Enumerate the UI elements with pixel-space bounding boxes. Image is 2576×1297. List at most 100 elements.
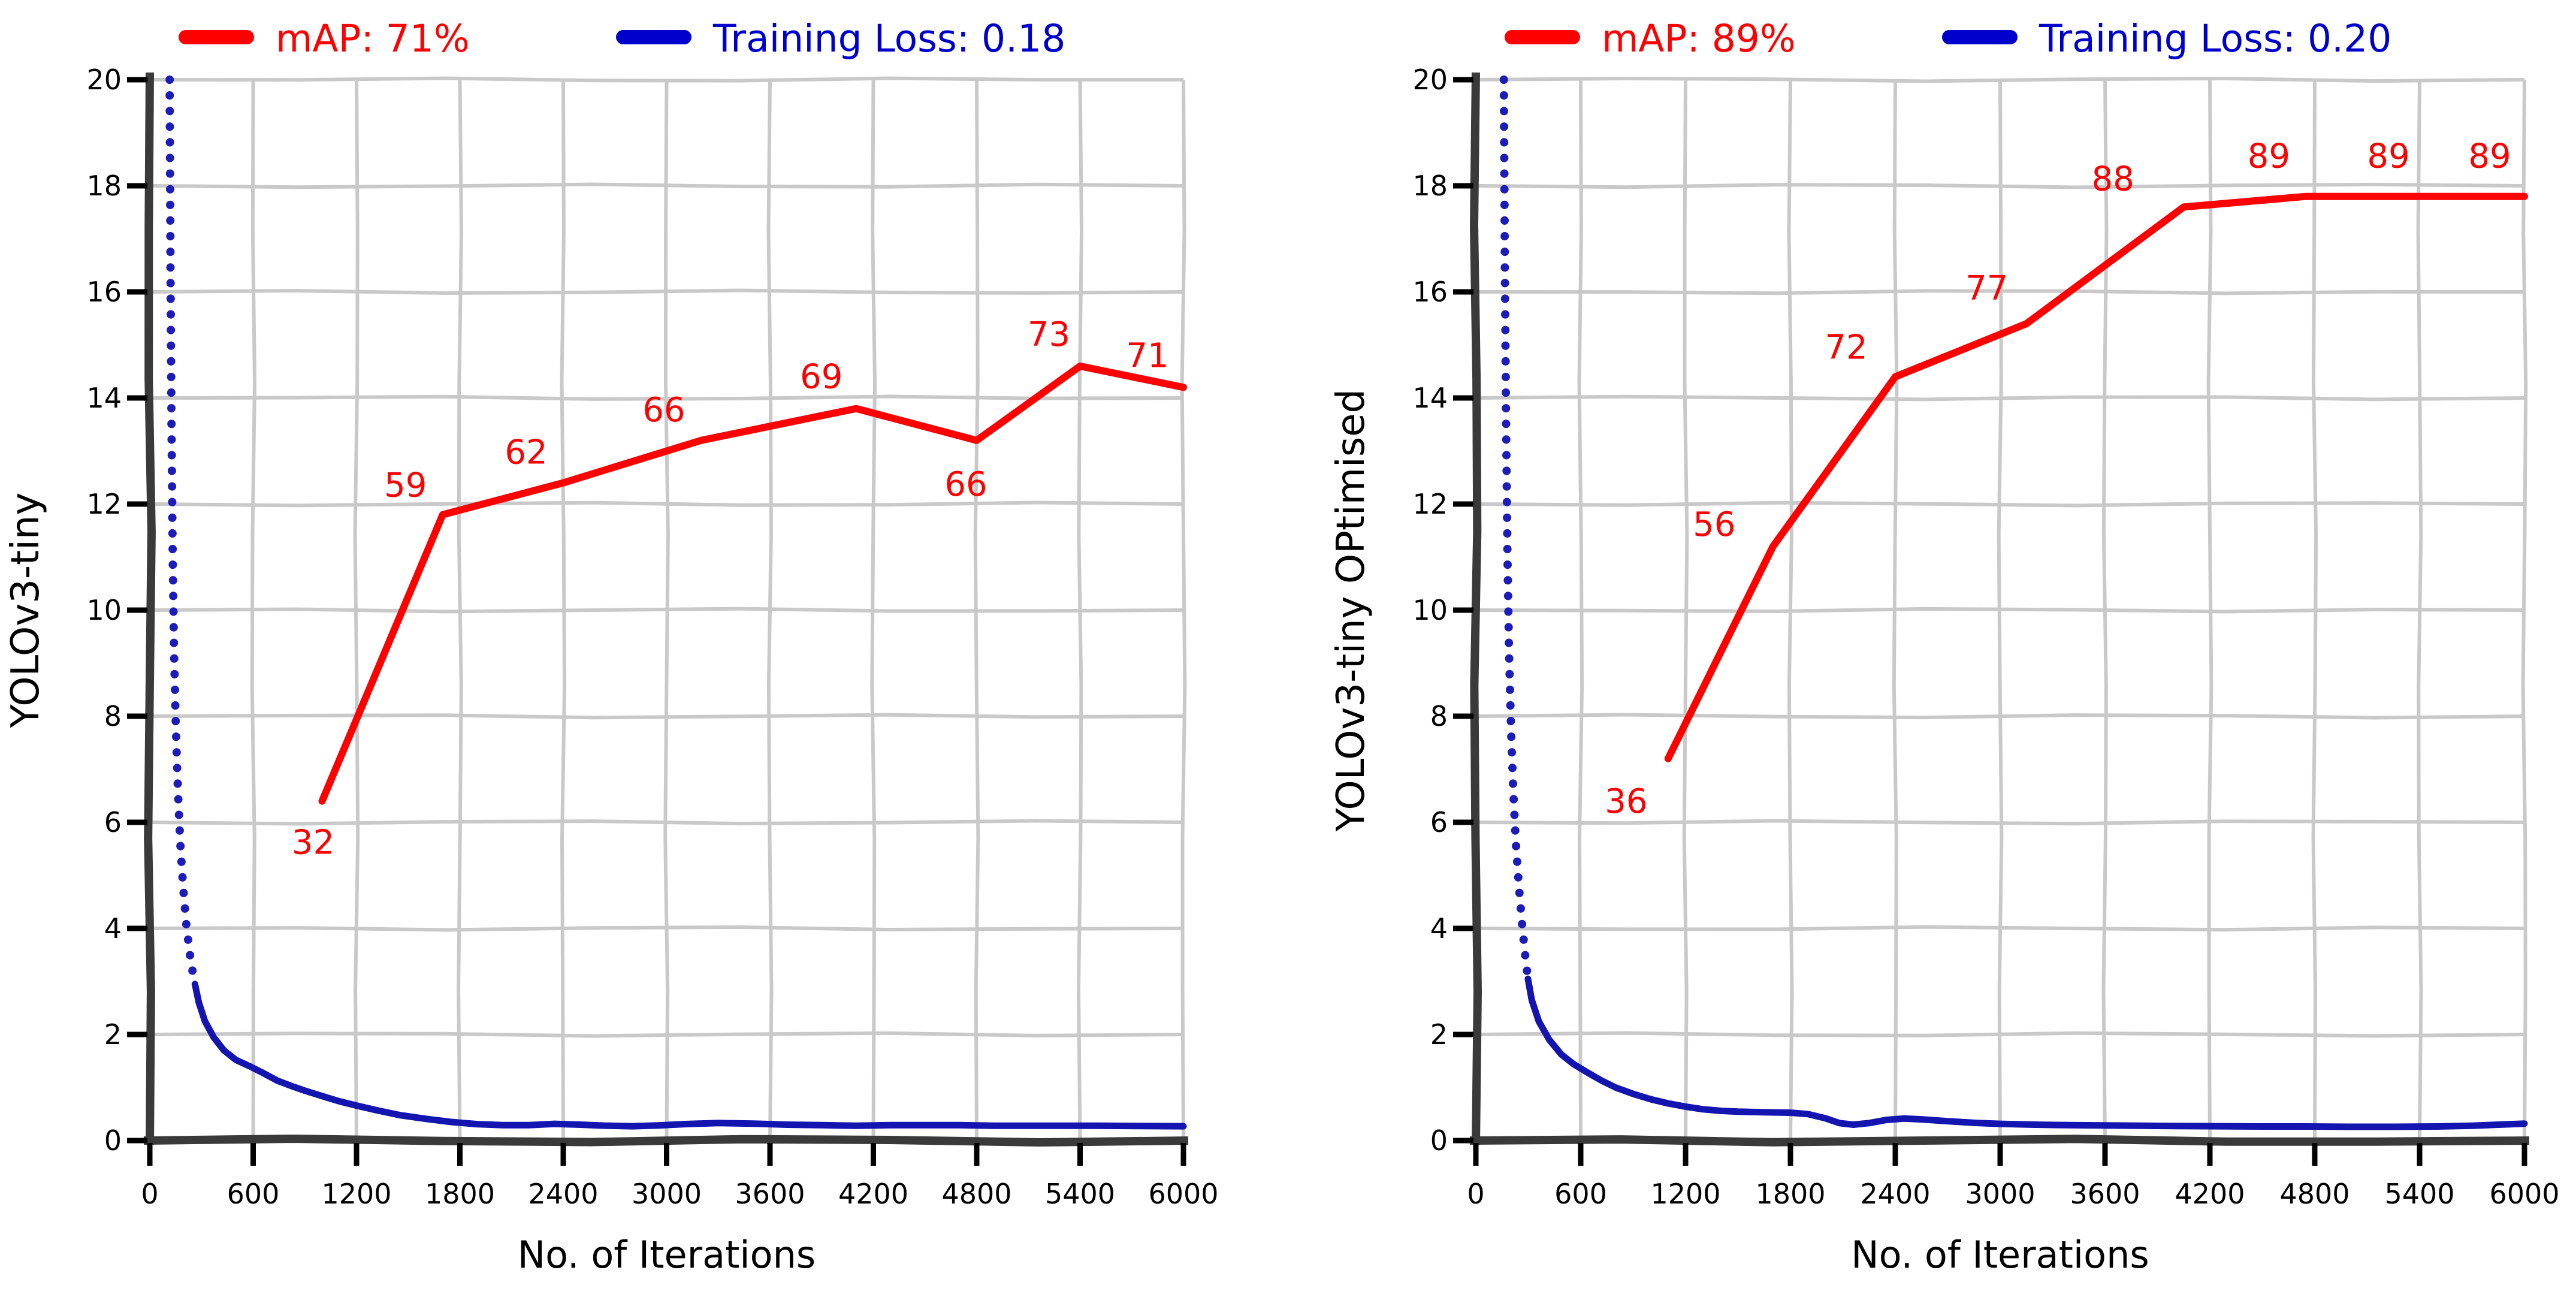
legend-loss-label: Training Loss: 0.20 (2039, 17, 2391, 61)
y-tick-label: 14 (86, 382, 122, 414)
x-axis-title: No. of Iterations (1851, 1233, 2149, 1277)
x-tick-label: 0 (141, 1178, 158, 1210)
y-tick-label: 16 (1412, 276, 1448, 308)
chart-left: 0 600 1200 1800 2400 3000 3600 4200 4800 5400 6000… (4, 17, 1219, 1277)
map-point-label: 89 (2367, 137, 2409, 176)
y-tick-label: 6 (104, 806, 122, 838)
map-point-label: 36 (1605, 782, 1647, 821)
y-axis (1469, 72, 1482, 1145)
y-tick-label: 2 (1430, 1018, 1448, 1051)
y-tick-label: 4 (104, 912, 122, 945)
x-tick-label: 4800 (941, 1178, 1011, 1210)
x-grid-line (1180, 79, 1187, 1141)
x-tick-label: 4200 (2175, 1178, 2245, 1210)
x-tick-label: 4200 (838, 1178, 908, 1210)
x-tick-label: 0 (1467, 1178, 1484, 1210)
x-tick-label: 1800 (1755, 1178, 1825, 1210)
map-point-label: 32 (292, 824, 334, 862)
x-axis-title: No. of Iterations (518, 1233, 816, 1277)
y-grid-line (1475, 925, 2525, 932)
y-tick-label: 0 (1430, 1124, 1448, 1157)
map-point-label: 56 (1693, 505, 1735, 544)
y-grid-line (1475, 500, 2525, 508)
grid (149, 76, 1187, 1141)
x-tick-label: 600 (227, 1178, 280, 1210)
y-tick-label: 18 (1412, 170, 1448, 202)
y-tick-label: 12 (86, 488, 122, 520)
y-tick-label: 6 (1430, 806, 1448, 838)
x-tick-label: 3600 (2070, 1178, 2140, 1210)
y-axis-title: YOLOv3-tiny OPtimised (1329, 389, 1373, 832)
map-line (318, 362, 1187, 805)
y-tick-label: 14 (1412, 382, 1448, 414)
y-grid-line (1475, 182, 2525, 189)
grid (1475, 76, 2528, 1141)
y-grid-line (149, 607, 1184, 614)
x-tick-label: 5400 (2384, 1178, 2454, 1210)
legend-loss-label: Training Loss: 0.18 (712, 17, 1065, 61)
map-point-label: 73 (1028, 315, 1070, 354)
y-tick-label: 0 (104, 1124, 122, 1157)
y-tick-label: 10 (1412, 594, 1448, 626)
map-point-label: 72 (1825, 328, 1867, 367)
map-point-label: 66 (642, 391, 685, 430)
x-tick-label: 6000 (1148, 1178, 1218, 1210)
x-tick-label: 3600 (735, 1178, 805, 1210)
loss-dotted-line (165, 76, 200, 988)
loss-line (1524, 975, 2528, 1130)
legend-map-label: mAP: 89% (1602, 17, 1796, 61)
y-tick-label: 10 (86, 594, 122, 626)
y-tick-label: 20 (86, 64, 122, 96)
x-tick-label: 4800 (2279, 1178, 2349, 1210)
y-grid-line (149, 925, 1184, 932)
y-grid-line (149, 182, 1184, 189)
x-tick-label: 600 (1554, 1178, 1607, 1210)
y-grid-line (1475, 76, 2525, 83)
y-grid-line (1475, 607, 2525, 614)
y-grid-line (149, 76, 1183, 83)
y-tick-label: 20 (1412, 64, 1448, 96)
y-tick-label: 12 (1412, 488, 1448, 520)
y-axis-title: YOLOv3-tiny (4, 493, 48, 729)
map-point-label: 89 (2248, 137, 2290, 176)
chart-right: 0 600 1200 1800 2400 3000 3600 4200 4800 5400 6000… (1329, 17, 2560, 1277)
y-grid-line (1475, 819, 2525, 826)
y-tick-label: 8 (104, 700, 122, 732)
y-grid-line (149, 500, 1184, 508)
x-tick-label: 1200 (1650, 1178, 1720, 1210)
y-tick-label: 8 (1430, 700, 1448, 732)
y-grid-line (149, 288, 1184, 295)
x-tick-label: 6000 (2489, 1178, 2559, 1210)
map-point-label: 66 (944, 465, 987, 504)
map-point-label: 77 (1965, 269, 2008, 308)
x-tick-label: 1200 (321, 1178, 391, 1210)
map-point-label: 69 (800, 358, 842, 397)
y-axis (144, 72, 156, 1145)
y-tick-label: 2 (104, 1018, 122, 1051)
map-point-label: 89 (2468, 137, 2511, 176)
map-point-label: 59 (384, 466, 427, 505)
x-axis (143, 1134, 1189, 1147)
y-grid-line (1475, 713, 2525, 720)
y-grid-line (149, 394, 1184, 401)
x-axis (1469, 1135, 2530, 1147)
map-point-label: 88 (2092, 159, 2134, 198)
map-line (1664, 192, 2528, 762)
y-grid-line (149, 713, 1184, 720)
y-tick-label: 16 (86, 276, 122, 308)
y-grid-line (1475, 289, 2525, 295)
x-tick-label: 3000 (632, 1178, 702, 1210)
legend-map-label: mAP: 71% (276, 17, 470, 61)
y-tick-label: 4 (1430, 912, 1448, 945)
x-tick-label: 3000 (1965, 1178, 2035, 1210)
x-tick-label: 1800 (425, 1178, 495, 1210)
y-grid-line (1475, 1031, 2525, 1038)
map-point-label: 62 (505, 433, 547, 472)
x-tick-label: 2400 (528, 1178, 598, 1210)
map-point-label: 71 (1126, 336, 1168, 375)
y-grid-line (1475, 394, 2525, 402)
y-grid-line (149, 819, 1184, 826)
